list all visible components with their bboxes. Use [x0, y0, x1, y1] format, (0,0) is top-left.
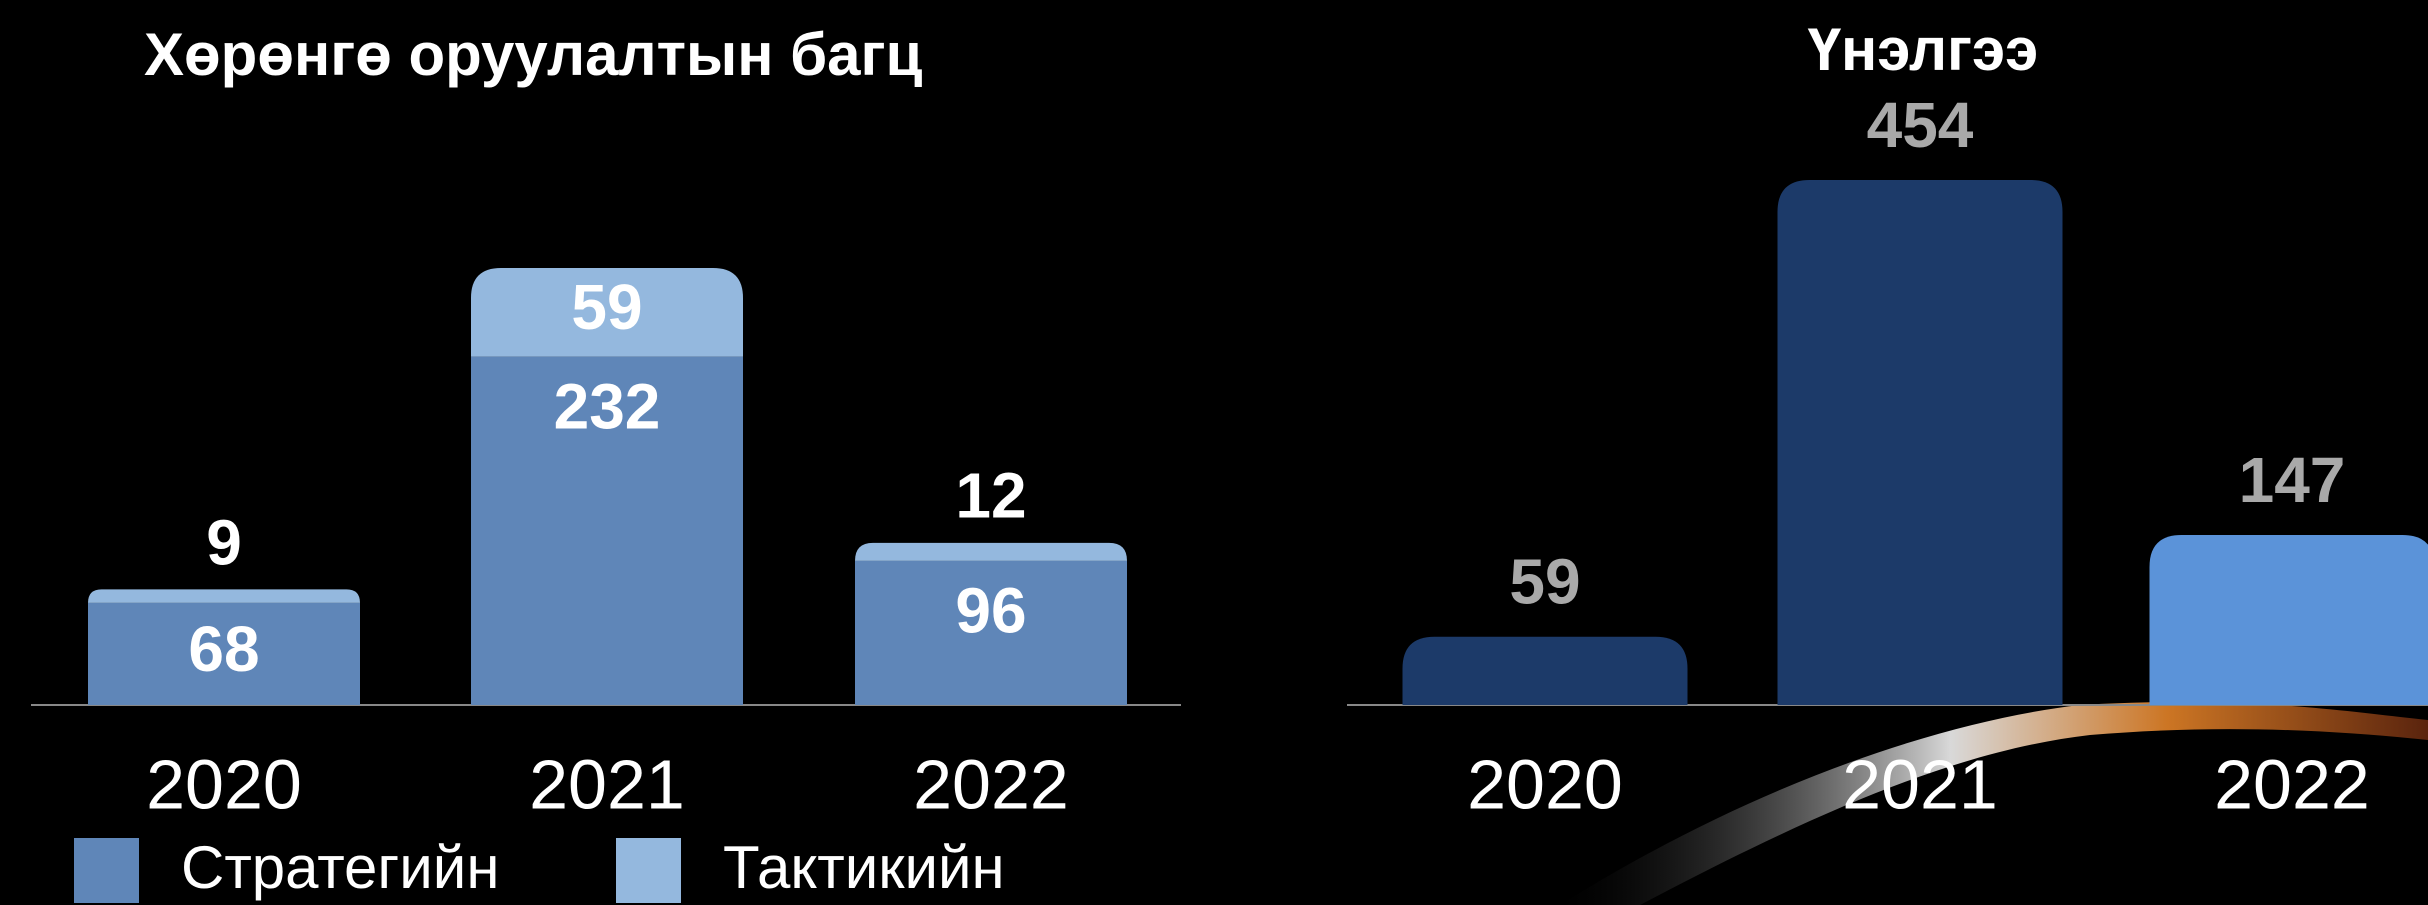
bar-segment: [88, 589, 360, 603]
x-tick-label: 2021: [529, 745, 685, 823]
value-label: 454: [1867, 89, 1974, 161]
x-tick-label: 2022: [2214, 745, 2370, 823]
value-label: 68: [188, 613, 259, 685]
value-label: 59: [1509, 546, 1580, 618]
chart-title: Үнэлгээ: [1808, 16, 2039, 83]
chart: Хөрөнгө оруулалтын багц Үнэлгээ 68 9 2020 2…: [0, 0, 2428, 905]
value-label: 232: [554, 371, 661, 443]
bar-segment: [855, 543, 1127, 561]
value-label: 9: [206, 506, 242, 578]
value-label: 12: [955, 460, 1026, 532]
x-tick-label: 2020: [1467, 745, 1623, 823]
chart-title: Хөрөнгө оруулалтын багц: [144, 21, 923, 88]
value-label: 59: [571, 271, 642, 343]
legend-label: Стратегийн: [181, 834, 499, 901]
bar: [1403, 637, 1688, 705]
legend-swatch: [74, 838, 139, 903]
page: {"chart_data": [ {"type": "stacked-bar",…: [0, 0, 2428, 905]
bar: [2150, 535, 2428, 705]
legend-swatch: [616, 838, 681, 903]
value-label: 96: [955, 575, 1026, 647]
bar: [1778, 180, 2063, 705]
value-label: 147: [2239, 444, 2346, 516]
legend-label: Тактикийн: [723, 834, 1005, 901]
x-tick-label: 2020: [146, 745, 302, 823]
x-tick-label: 2021: [1842, 745, 1998, 823]
x-tick-label: 2022: [913, 745, 1069, 823]
